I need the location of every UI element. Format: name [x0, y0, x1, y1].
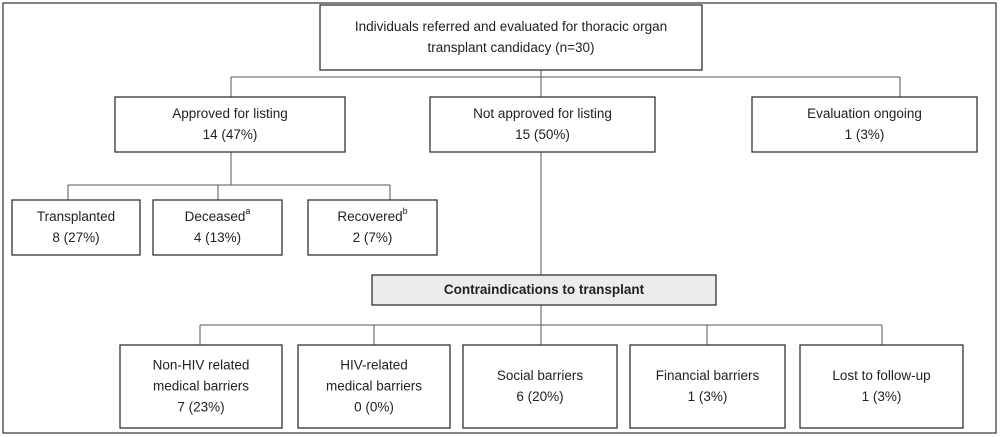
node-box: [297, 344, 451, 429]
connector: [230, 70, 901, 97]
node-label: Deceased: [185, 209, 246, 224]
node: Deceaseda 4 (13%): [152, 199, 283, 256]
node: Non-HIV related medical barriers 7 (23%): [119, 344, 283, 429]
node-label: 15 (50%): [515, 127, 570, 142]
node-label: Evaluation ongoing: [807, 106, 922, 121]
node-box: [371, 274, 717, 306]
node: Transplanted 8 (27%): [11, 199, 141, 256]
node: Lost to follow-up 1 (3%): [799, 344, 964, 429]
node-label: 2 (7%): [353, 230, 393, 245]
node-box: [462, 344, 618, 429]
node-text: medical barriers: [326, 378, 422, 393]
node-label: Not approved for listing: [473, 106, 612, 121]
node-box: [799, 344, 964, 429]
node: Approved for listing 14 (47%): [114, 96, 346, 153]
node-box: [319, 4, 703, 71]
node-label: transplant candidacy (n=30): [428, 40, 595, 55]
node-text: Financial barriers: [656, 368, 760, 383]
node-text: 7 (23%): [177, 399, 224, 414]
node-label: Financial barriers: [656, 368, 760, 383]
node-label: 7 (23%): [177, 399, 224, 414]
connector: [67, 152, 391, 200]
node-text: 8 (27%): [52, 230, 99, 245]
node-text: Deceaseda: [185, 206, 251, 223]
node-label: Contraindications to transplant: [444, 282, 645, 297]
node-text: medical barriers: [153, 378, 249, 393]
node-text: Transplanted: [37, 209, 115, 224]
node-label: medical barriers: [153, 378, 249, 393]
node-text: 4 (13%): [194, 230, 241, 245]
node: Contraindications to transplant: [371, 274, 717, 306]
node-text: Lost to follow-up: [832, 368, 930, 383]
node-text: Approved for listing: [172, 106, 288, 121]
node-label: 0 (0%): [354, 399, 394, 414]
node-text: Not approved for listing: [473, 106, 612, 121]
footnote-mark: b: [403, 206, 408, 216]
node-text: 2 (7%): [353, 230, 393, 245]
node-text: Evaluation ongoing: [807, 106, 922, 121]
node-label: Lost to follow-up: [832, 368, 930, 383]
node-label: medical barriers: [326, 378, 422, 393]
node: Financial barriers 1 (3%): [629, 344, 786, 429]
node-text: 6 (20%): [516, 389, 563, 404]
node-text: 1 (3%): [688, 389, 728, 404]
node-box: [114, 96, 346, 153]
node-label: Social barriers: [497, 368, 584, 383]
node-label: 1 (3%): [845, 127, 885, 142]
node-label: Non-HIV related: [153, 357, 250, 372]
node-text: Social barriers: [497, 368, 584, 383]
node-text: 15 (50%): [515, 127, 570, 142]
node-label: 8 (27%): [52, 230, 99, 245]
node-label: Individuals referred and evaluated for t…: [355, 19, 667, 34]
node: HIV-related medical barriers 0 (0%): [297, 344, 451, 429]
node-label: Transplanted: [37, 209, 115, 224]
node-label: Approved for listing: [172, 106, 288, 121]
node: Not approved for listing 15 (50%): [429, 96, 656, 153]
node-box: [152, 199, 283, 256]
node-box: [751, 96, 978, 153]
connector: [199, 305, 883, 345]
node-label: 6 (20%): [516, 389, 563, 404]
node-label: HIV-related: [340, 357, 408, 372]
node: Evaluation ongoing 1 (3%): [751, 96, 978, 153]
node-text: Recoveredb: [337, 206, 407, 223]
node-text: 0 (0%): [354, 399, 394, 414]
node-box: [629, 344, 786, 429]
node-text: transplant candidacy (n=30): [428, 40, 595, 55]
node-label: 14 (47%): [203, 127, 258, 142]
node-label: 4 (13%): [194, 230, 241, 245]
node-label: Recovered: [337, 209, 402, 224]
node-text: Non-HIV related: [153, 357, 250, 372]
node-label: 1 (3%): [688, 389, 728, 404]
node-box: [307, 199, 438, 256]
node-text: Contraindications to transplant: [444, 282, 645, 297]
connectors: [67, 70, 901, 345]
footnote-mark: a: [245, 206, 250, 216]
node-box: [119, 344, 283, 429]
node-text: 1 (3%): [862, 389, 902, 404]
node-box: [11, 199, 141, 256]
node-text: 14 (47%): [203, 127, 258, 142]
node-text: 1 (3%): [845, 127, 885, 142]
node: Individuals referred and evaluated for t…: [319, 4, 703, 71]
node: Social barriers 6 (20%): [462, 344, 618, 429]
node-text: HIV-related: [340, 357, 408, 372]
node: Recoveredb 2 (7%): [307, 199, 438, 256]
node-label: 1 (3%): [862, 389, 902, 404]
node-text: Individuals referred and evaluated for t…: [355, 19, 667, 34]
node-box: [429, 96, 656, 153]
